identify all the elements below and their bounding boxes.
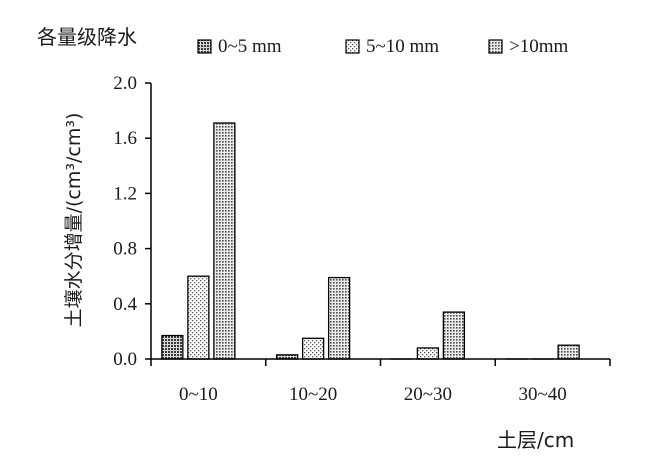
legend-swatch-2 [345,39,360,54]
y-tick-label: 0.8 [113,239,137,260]
bar-2-0~10 [187,275,210,360]
bar-3-10~20 [327,276,351,360]
bar-3-0~10 [213,122,236,360]
y-tick-label: 1.2 [113,183,137,204]
y-axis: 0.0 0.4 0.8 1.2 1.6 2.0 [113,73,151,370]
y-tick-label: 0.4 [113,294,137,315]
y-tick-label: 2.0 [113,73,137,94]
legend-swatch-3 [488,39,503,54]
y-axis-label: 土壤水分增量/(cm³/cm³) [63,113,85,328]
bar-2-20~30 [416,347,440,360]
bar-3-20~30 [442,311,466,360]
legend-swatch-1 [197,39,212,54]
legend: 0~5 mm 5~10 mm >10mm [197,36,568,57]
bar-2-10~20 [301,337,325,360]
chart-title: 各量级降水 [37,25,137,49]
x-axis-label: 土层/cm [497,428,574,452]
x-tick-label: 20~30 [404,384,452,405]
legend-label-2: 5~10 mm [366,36,439,57]
plot-area [161,122,580,360]
bar-3-30~40 [557,344,580,360]
legend-label-1: 0~5 mm [218,36,282,57]
y-tick-label: 1.6 [113,128,137,149]
bar-1-0~10 [161,334,184,360]
x-axis: 0~10 10~20 20~30 30~40 [150,359,611,405]
x-tick-label: 30~40 [518,384,566,405]
legend-label-3: >10mm [509,36,568,57]
x-tick-label: 0~10 [179,384,218,405]
x-tick-label: 10~20 [289,384,337,405]
y-tick-label: 0.0 [113,349,137,370]
